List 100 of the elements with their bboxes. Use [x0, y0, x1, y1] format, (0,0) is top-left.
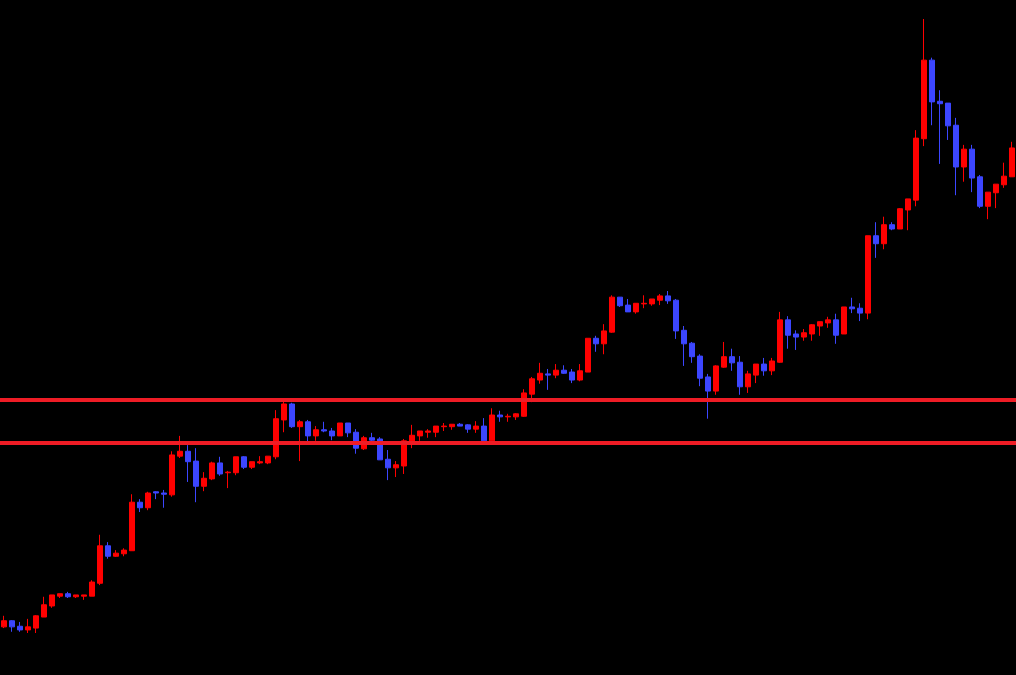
- candlestick: [273, 409, 279, 460]
- candlestick: [1001, 162, 1007, 189]
- candlestick: [185, 444, 191, 483]
- candlestick: [833, 313, 839, 345]
- candlestick: [505, 413, 511, 423]
- candlestick: [609, 294, 615, 334]
- candlestick: [561, 364, 567, 375]
- candlestick: [25, 618, 31, 634]
- candlestick: [169, 450, 175, 498]
- candlestick: [721, 341, 727, 369]
- candlestick: [881, 216, 887, 250]
- candlestick: [697, 353, 703, 387]
- candlestick: [289, 402, 295, 429]
- candlestick: [233, 456, 239, 476]
- candlestick: [689, 341, 695, 364]
- candlestick: [225, 470, 231, 489]
- candlestick: [145, 491, 151, 511]
- candlestick: [129, 493, 135, 552]
- candlestick: [737, 355, 743, 396]
- candlestick: [921, 18, 927, 147]
- candlestick: [89, 579, 95, 597]
- candlestick: [673, 298, 679, 340]
- candlestick: [769, 357, 775, 376]
- candlestick: [481, 417, 487, 443]
- candlestick: [641, 294, 647, 309]
- candlestick: [41, 596, 47, 618]
- candlestick: [9, 619, 15, 633]
- candlestick: [409, 424, 415, 449]
- candlestick: [889, 221, 895, 231]
- candlestick: [241, 455, 247, 470]
- candlestick: [809, 323, 815, 342]
- candlestick: [745, 370, 751, 394]
- candlestick: [201, 471, 207, 492]
- candlestick: [313, 425, 319, 442]
- candlestick: [977, 174, 983, 209]
- candlestick: [849, 297, 855, 314]
- candlestick: [345, 422, 351, 438]
- candlestick: [97, 534, 103, 586]
- candlestick: [457, 422, 463, 427]
- candlestick: [305, 419, 311, 443]
- candlestick: [489, 407, 495, 443]
- candlestick: [209, 461, 215, 481]
- candlestick: [801, 328, 807, 342]
- candlestick: [153, 490, 159, 500]
- candlestick: [57, 593, 63, 599]
- candlestick: [49, 594, 55, 609]
- candlestick: [777, 311, 783, 364]
- candlestick: [817, 321, 823, 337]
- candlestick: [825, 316, 831, 329]
- candlestick: [945, 102, 951, 141]
- candlestick: [161, 489, 167, 509]
- candlestick: [545, 368, 551, 391]
- candlestick: [17, 621, 23, 633]
- candlestick: [465, 423, 471, 434]
- candlestick: [193, 447, 199, 503]
- candlestick: [905, 198, 911, 231]
- candlestick: [913, 129, 919, 207]
- candlestick: [553, 363, 559, 379]
- candlestick: [841, 306, 847, 335]
- candlestick: [657, 293, 663, 306]
- candlestick: [961, 144, 967, 183]
- candlestick: [33, 614, 39, 634]
- candlestick: [577, 363, 583, 382]
- candlestick: [793, 329, 799, 351]
- candlestick: [433, 425, 439, 438]
- candlestick: [537, 362, 543, 385]
- candlestick: [177, 435, 183, 459]
- candlestick: [257, 455, 263, 465]
- candlestick: [217, 456, 223, 477]
- candlestick: [385, 449, 391, 481]
- candlestick: [593, 335, 599, 353]
- candlestick: [897, 207, 903, 230]
- candlestick: [681, 325, 687, 367]
- candlestick: [785, 315, 791, 350]
- candlestick: [705, 373, 711, 420]
- candlestick: [601, 323, 607, 355]
- candlestick: [65, 591, 71, 599]
- candlestick: [393, 460, 399, 478]
- candlestick: [569, 368, 575, 384]
- candlestick: [1, 615, 7, 629]
- candlestick: [137, 498, 143, 513]
- candlestick: [585, 337, 591, 373]
- candlestick: [121, 547, 127, 557]
- candlestick: [81, 594, 87, 601]
- candlestick: [753, 363, 759, 384]
- candlestick: [265, 455, 271, 465]
- candlestick: [857, 302, 863, 322]
- candlestick: [113, 549, 119, 558]
- candlestick: [993, 183, 999, 209]
- candlestick: [873, 221, 879, 259]
- candlestick: [1009, 141, 1015, 178]
- candlestick: [985, 191, 991, 220]
- candlestick: [441, 422, 447, 432]
- candlestick: [105, 541, 111, 560]
- candlestick: [865, 235, 871, 320]
- candlestick: [337, 422, 343, 437]
- candlestick: [929, 57, 935, 126]
- candlestick: [449, 423, 455, 431]
- candlestick: [617, 296, 623, 308]
- candlestick: [649, 298, 655, 307]
